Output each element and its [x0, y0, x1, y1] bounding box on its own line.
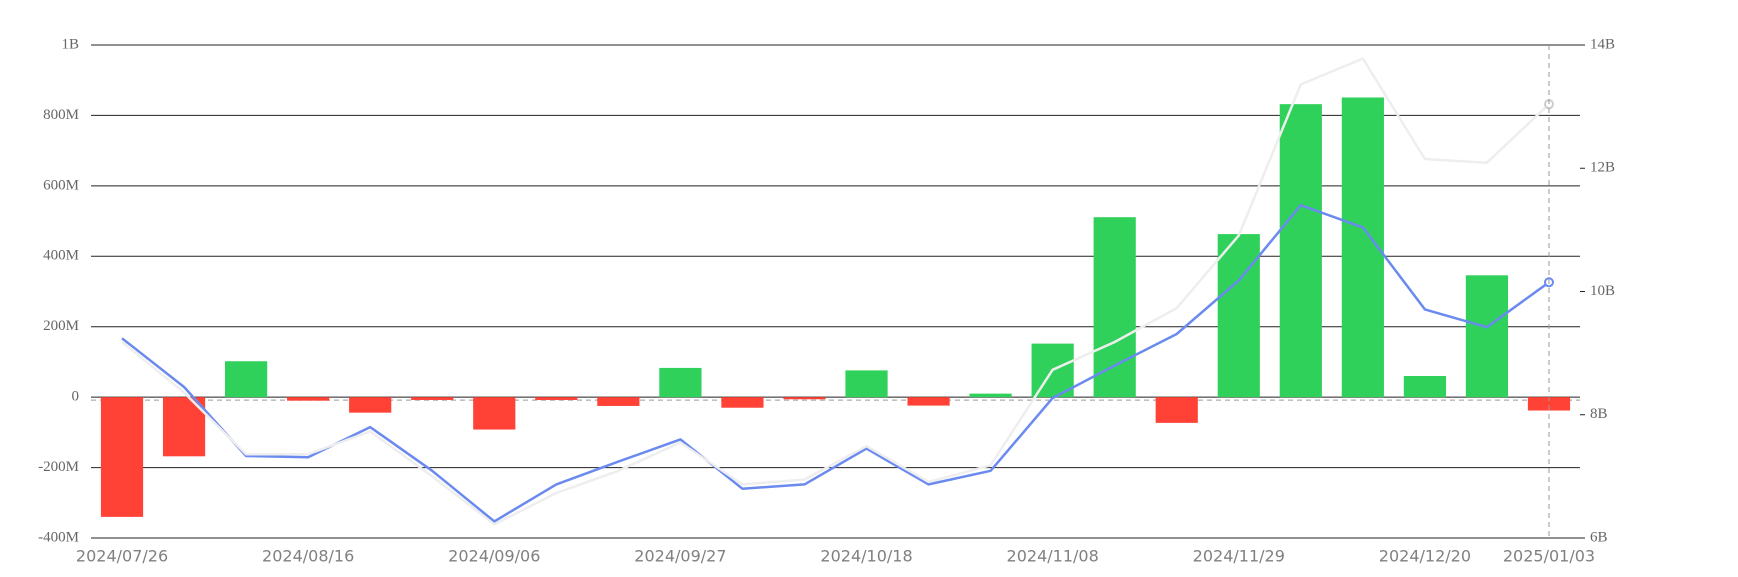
bar [1527, 397, 1571, 411]
bar [349, 397, 392, 413]
bar [473, 397, 516, 430]
bar [225, 361, 268, 398]
bar [1403, 376, 1446, 398]
bar [411, 397, 454, 400]
bar [783, 397, 826, 400]
bar [535, 397, 578, 400]
line [121, 57, 1550, 526]
bar [1217, 234, 1260, 398]
y-tick-label: -200M [38, 459, 79, 475]
y2-tick-label: 6B [1590, 529, 1608, 545]
x-tick-label: 2024/11/29 [1193, 547, 1285, 566]
x-tick-label: 2025/01/03 [1503, 547, 1595, 566]
y-tick-label: -400M [38, 529, 79, 545]
bar [907, 397, 950, 406]
x-tick-label: 2024/09/06 [448, 547, 540, 566]
y2-tick-label: 8B [1590, 406, 1608, 422]
bar [287, 397, 330, 401]
y-tick-label: 200M [43, 318, 79, 334]
y-tick-label: 0 [72, 389, 80, 405]
y2-tick-label: 10B [1590, 283, 1615, 299]
x-tick-label: 2024/09/27 [634, 547, 726, 566]
y2-tick-label: 14B [1590, 36, 1615, 52]
line [121, 203, 1550, 523]
bar [659, 367, 702, 398]
bar [1093, 217, 1136, 398]
bar [845, 370, 888, 398]
bar [100, 397, 144, 517]
bar [969, 393, 1012, 398]
bar [1279, 104, 1322, 398]
x-tick-label: 2024/11/08 [1007, 547, 1099, 566]
y-tick-label: 800M [43, 107, 79, 123]
x-tick-label: 2024/08/16 [262, 547, 354, 566]
bar [721, 397, 764, 408]
x-tick-label: 2024/10/18 [820, 547, 912, 566]
y-tick-label: 400M [43, 248, 79, 264]
x-tick-label: 2024/12/20 [1379, 547, 1471, 566]
bar [1155, 397, 1198, 423]
y-tick-label: 1B [61, 36, 79, 52]
bar [1465, 275, 1509, 398]
y2-tick-label: 12B [1590, 160, 1615, 176]
y-tick-label: 600M [43, 177, 79, 193]
x-tick-label: 2024/07/26 [76, 547, 168, 566]
bar [597, 397, 640, 406]
